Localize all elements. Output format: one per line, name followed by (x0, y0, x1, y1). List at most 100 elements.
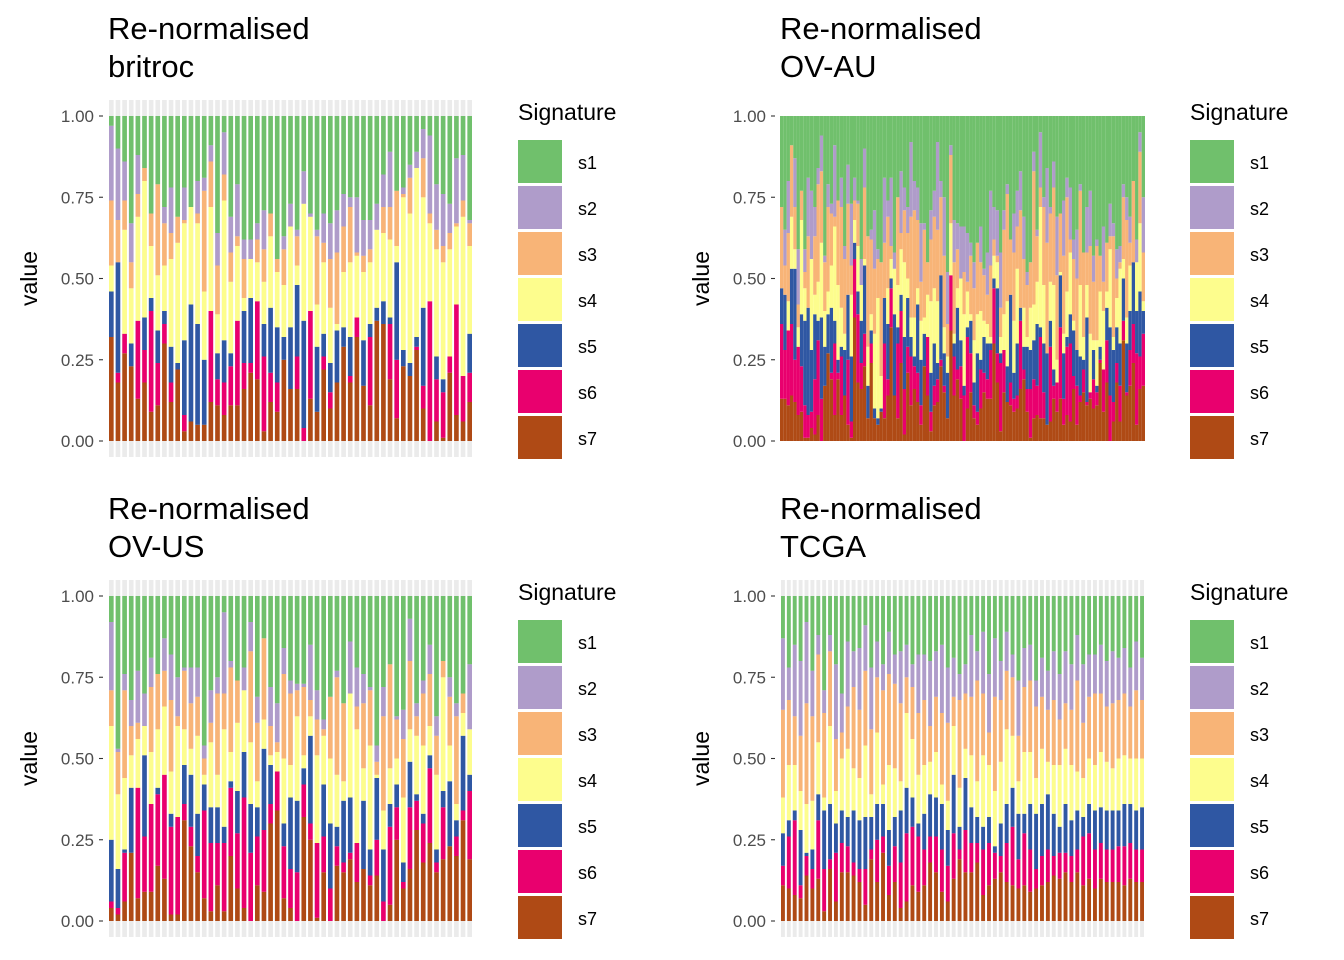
bar-segment-s3 (1028, 262, 1033, 308)
bar-segment-s4 (866, 346, 870, 386)
bar-segment-s4 (816, 742, 821, 795)
bar-segment-s5 (839, 346, 844, 357)
bar-segment-s2 (1138, 132, 1142, 152)
bar-segment-s3 (863, 670, 868, 746)
bar-segment-s3 (1081, 722, 1086, 778)
bar-segment-s1 (460, 116, 466, 155)
bar-segment-s4 (1078, 285, 1082, 357)
bar-segment-s3 (367, 690, 373, 746)
bar-segment-s5 (806, 307, 810, 415)
bar-segment-s3 (427, 213, 433, 224)
bar-segment-s5 (1111, 350, 1116, 402)
bar-segment-s6 (1134, 849, 1139, 882)
bar-segment-s6 (1108, 395, 1112, 441)
bar-segment-s3 (995, 255, 999, 263)
bar-segment-s7 (1008, 405, 1013, 441)
bar-segment-s3 (467, 223, 472, 246)
bar-segment-s3 (922, 700, 927, 765)
legend-key-s1 (518, 140, 562, 183)
legend-label-s4: s4 (578, 291, 597, 311)
bar-segment-s2 (1038, 132, 1043, 188)
legend-key-s1 (518, 620, 562, 663)
bar-segment-s4 (1045, 761, 1050, 795)
bar-segment-s1 (876, 116, 880, 250)
legend-key-s5 (1190, 804, 1234, 847)
bar-segment-s3 (992, 696, 997, 791)
bar-segment-s1 (109, 596, 114, 622)
bars (109, 596, 472, 921)
bar-segment-s5 (1057, 826, 1062, 853)
bar-segment-s2 (1051, 651, 1056, 700)
bar-segment-s5 (1091, 350, 1096, 380)
bar-segment-s1 (833, 116, 837, 146)
bar-segment-s6 (949, 275, 953, 331)
bar-segment-s5 (1028, 804, 1033, 850)
bar-segment-s4 (155, 275, 161, 331)
bar-segment-s6 (467, 791, 472, 860)
bar-segment-s5 (799, 314, 804, 367)
bar-segment-s5 (843, 350, 847, 396)
bar-segment-s5 (892, 314, 897, 396)
bar-segment-s6 (467, 372, 472, 402)
bar-segment-s5 (853, 242, 857, 259)
bar-segment-s1 (281, 116, 287, 237)
bar-segment-s1 (796, 116, 800, 250)
bar-segment-s3 (122, 690, 127, 778)
bar-segment-s3 (816, 184, 820, 282)
bar-segment-s7 (810, 888, 815, 921)
bar-segment-s5 (195, 324, 200, 425)
bar-segment-s3 (367, 249, 373, 263)
bar-segment-s4 (1118, 268, 1122, 344)
bar-segment-s4 (401, 797, 406, 863)
bar-segment-s4 (1010, 735, 1015, 788)
bar-segment-s1 (839, 596, 844, 694)
bar-segment-s2 (308, 644, 313, 700)
bar-segment-s3 (387, 664, 393, 769)
bar-segment-s5 (288, 327, 293, 389)
bar-segment-s1 (957, 596, 962, 674)
bar-segment-s1 (294, 116, 300, 230)
bar-segment-s2 (168, 654, 174, 700)
bar-segment-s4 (1065, 291, 1069, 337)
legend-title: Signature (518, 579, 616, 605)
bar-segment-s2 (374, 203, 380, 230)
bar-segment-s1 (1018, 116, 1023, 172)
bar-segment-s4 (792, 765, 797, 811)
bar-segment-s6 (420, 385, 426, 409)
bar-segment-s3 (109, 200, 114, 266)
bar-segment-s7 (843, 395, 847, 441)
bar-segment-s7 (401, 366, 406, 441)
legend-key-s2 (518, 186, 562, 229)
bar-segment-s1 (208, 596, 214, 691)
bar-segment-s3 (1140, 700, 1144, 759)
legend-key-s3 (518, 712, 562, 755)
bar-segment-s3 (963, 693, 968, 749)
bar-segment-s4 (341, 272, 346, 328)
bar-segment-s2 (354, 667, 360, 707)
bar-segment-s7 (122, 353, 127, 441)
bar-segment-s2 (301, 171, 307, 204)
bar-segment-s4 (823, 311, 827, 347)
bar-segment-s3 (168, 233, 174, 259)
bar-segment-s1 (1121, 116, 1126, 185)
bar-segment-s6 (1048, 346, 1053, 422)
bar-segment-s2 (1068, 187, 1072, 240)
bar-segment-s4 (175, 726, 180, 817)
bar-segment-s4 (401, 197, 406, 350)
bar-segment-s1 (1115, 116, 1119, 250)
bar-segment-s1 (1131, 116, 1136, 181)
bar-segment-s4 (195, 223, 200, 324)
bar-segment-s5 (1028, 350, 1033, 389)
bar-segment-s7 (1125, 395, 1129, 441)
bar-segment-s5 (1118, 343, 1122, 386)
bar-segment-s1 (1010, 596, 1015, 655)
bar-segment-s2 (919, 223, 923, 282)
bar-segment-s7 (898, 908, 903, 921)
bar-segment-s6 (215, 379, 220, 406)
bar-segment-s3 (845, 706, 850, 749)
bar-segment-s6 (780, 324, 784, 399)
bar-segment-s6 (434, 379, 439, 422)
legend-key-s3 (1190, 712, 1234, 755)
bar-segment-s6 (1022, 369, 1026, 380)
bar-segment-s7 (434, 421, 439, 441)
